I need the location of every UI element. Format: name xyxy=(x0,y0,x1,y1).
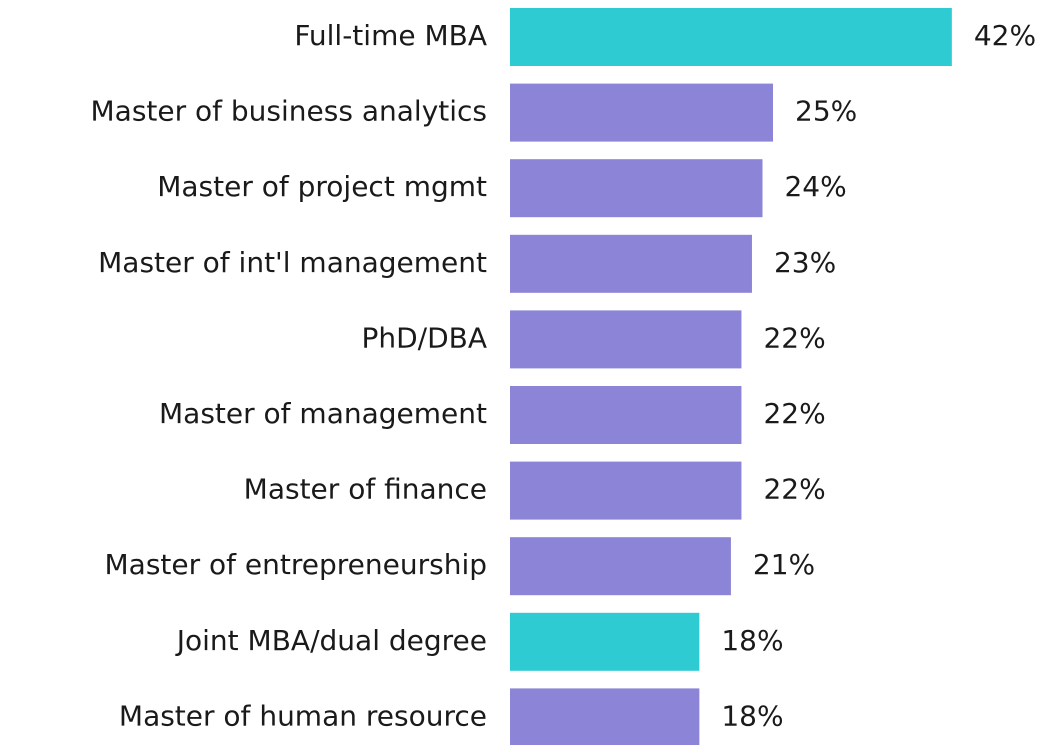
bar xyxy=(510,83,773,142)
category-label: Master of business analytics xyxy=(91,95,488,128)
bar xyxy=(510,688,700,745)
value-label: 22% xyxy=(763,397,825,430)
category-label: Master of management xyxy=(159,397,487,430)
bar xyxy=(510,386,742,444)
value-label: 42% xyxy=(974,19,1036,52)
value-label: 18% xyxy=(721,699,783,732)
category-label: Master of entrepreneurship xyxy=(105,548,488,581)
category-label: Master of finance xyxy=(244,473,487,506)
value-label: 22% xyxy=(763,321,825,354)
value-label: 21% xyxy=(753,548,815,581)
value-label: 22% xyxy=(763,473,825,506)
bar xyxy=(510,310,742,369)
category-label: Master of human resource xyxy=(119,699,487,732)
value-label: 23% xyxy=(774,246,836,279)
bar xyxy=(510,159,763,218)
value-label: 18% xyxy=(721,624,783,657)
category-label: Joint MBA/dual degree xyxy=(175,624,487,657)
bar xyxy=(510,537,731,596)
value-label: 25% xyxy=(795,95,857,128)
category-label: Full-time MBA xyxy=(294,19,487,52)
value-label: 24% xyxy=(784,170,846,203)
bar xyxy=(510,612,700,671)
category-label: Master of int'l management xyxy=(98,246,487,279)
category-label: Master of project mgmt xyxy=(157,170,487,203)
category-label: PhD/DBA xyxy=(361,321,487,354)
bar xyxy=(510,461,742,520)
bar xyxy=(510,234,752,293)
bar xyxy=(510,8,952,66)
